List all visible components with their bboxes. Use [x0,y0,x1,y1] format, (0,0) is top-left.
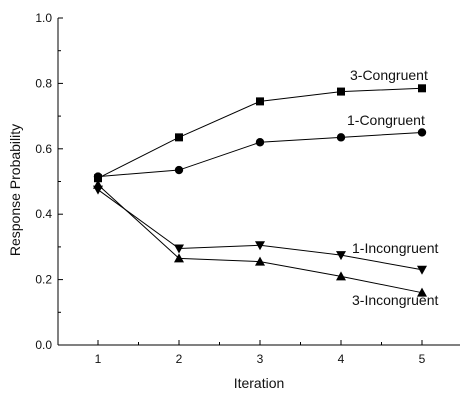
series-layer [93,84,427,297]
data-point-3-incongruent [336,271,346,281]
data-point-1-congruent [93,172,103,181]
x-tick-label: 4 [338,352,345,366]
data-point-3-congruent [418,84,426,93]
x-tick-label: 5 [419,352,426,366]
y-tick-label: 1.0 [35,11,52,25]
series-label-3-incongruent: 3-Incongruent [352,292,439,308]
y-tick-label: 0.2 [35,273,52,287]
data-point-3-incongruent [417,287,427,297]
y-tick-label: 0.0 [35,338,52,352]
data-point-3-congruent [175,133,183,142]
data-point-3-incongruent [255,256,265,266]
data-point-1-incongruent [336,251,346,261]
x-ticks: 1 2 3 4 5 [95,340,426,366]
series-label-1-congruent: 1-Congruent [347,112,425,128]
data-point-1-congruent [255,138,265,147]
y-tick-label: 0.6 [35,142,52,156]
x-tick-label: 3 [257,352,264,366]
y-ticks: 0.0 0.2 0.4 0.6 0.8 1.0 [35,11,63,352]
x-axis-title: Iteration [234,375,285,391]
y-tick-label: 0.4 [35,207,52,221]
data-point-3-incongruent [93,179,103,189]
series-label-3-congruent: 3-Congruent [350,67,428,83]
data-point-3-incongruent [174,253,184,263]
data-point-3-congruent [256,97,264,106]
series-line-3-incongruent [97,184,423,294]
series-label-1-incongruent: 1-Incongruent [352,240,439,256]
y-tick-label: 0.8 [35,76,52,90]
x-tick-label: 2 [176,352,183,366]
data-point-1-congruent [336,133,346,142]
data-point-1-congruent [417,128,427,137]
y-axis-title: Response Probability [7,124,23,256]
data-point-1-incongruent [174,244,184,254]
series-labels: 3-Congruent 1-Congruent 1-Incongruent 3-… [347,67,439,308]
data-point-1-incongruent [417,265,427,275]
x-tick-label: 1 [95,352,102,366]
data-point-3-congruent [337,87,345,96]
data-point-1-congruent [174,165,184,175]
data-point-1-incongruent [255,241,265,251]
